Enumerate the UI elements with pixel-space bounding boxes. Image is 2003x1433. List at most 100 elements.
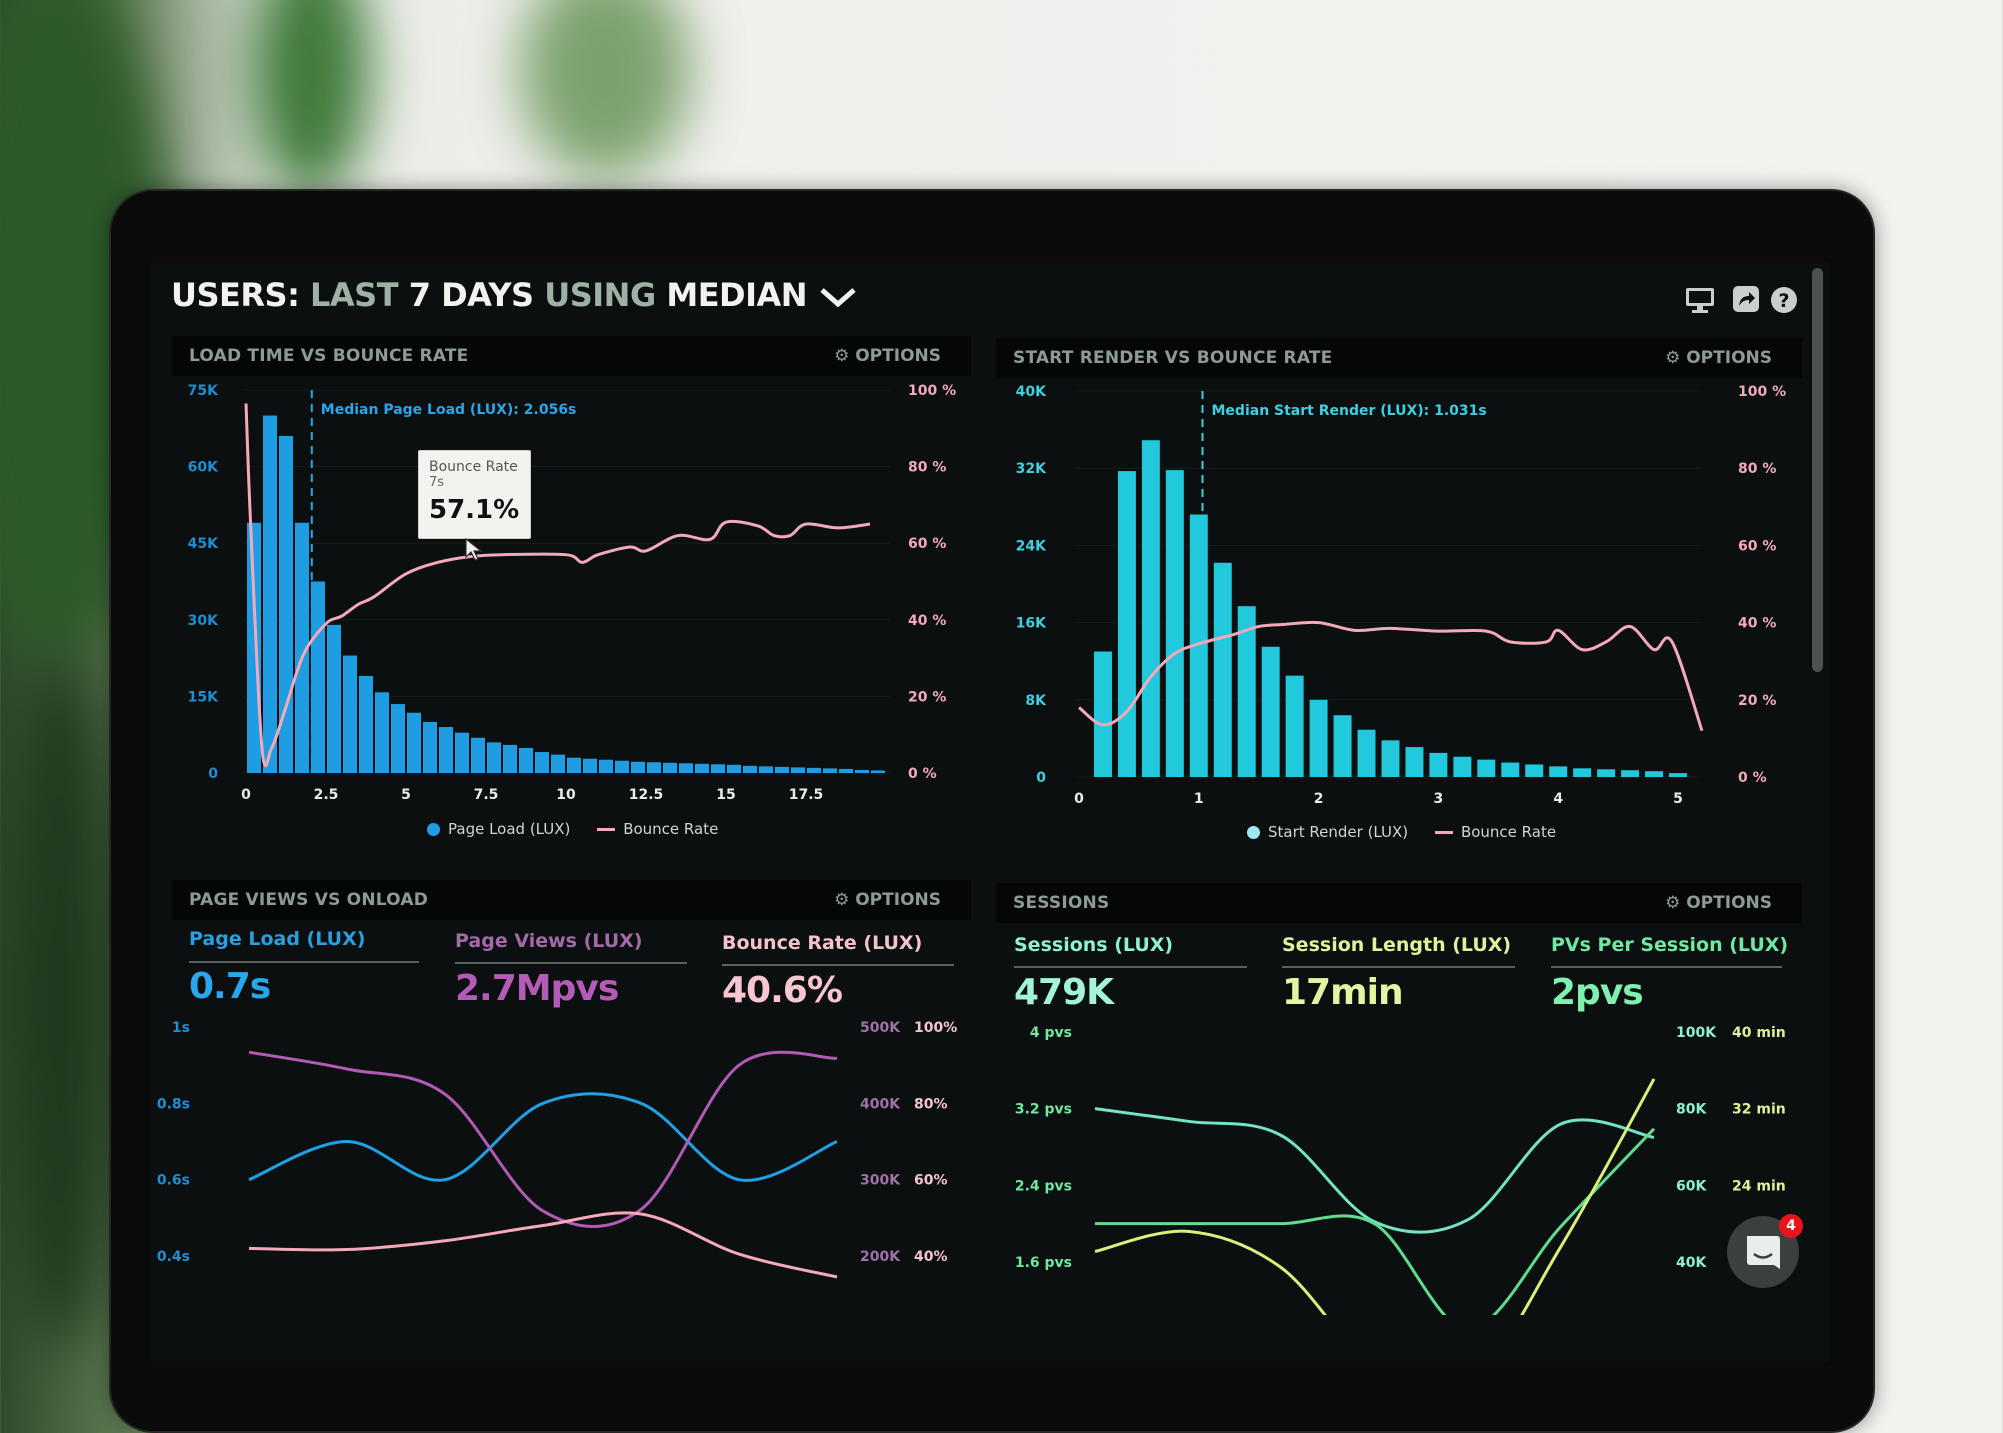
title-range[interactable]: 7 DAYS xyxy=(408,276,534,314)
histogram-bar xyxy=(695,763,709,773)
legend-label: Bounce Rate xyxy=(623,820,719,838)
histogram-bar xyxy=(1237,606,1256,777)
histogram-bar xyxy=(1117,471,1136,777)
options-button[interactable]: ⚙ OPTIONS xyxy=(834,346,941,366)
y-left-tick-label: 15K xyxy=(188,689,219,705)
x-tick-label: 5 xyxy=(1673,791,1683,807)
histogram-bar xyxy=(1669,773,1687,777)
legend-item-page-load[interactable]: Page Load (LUX) xyxy=(427,820,570,838)
panel-header-page-views: PAGE VIEWS VS ONLOAD ⚙ OPTIONS xyxy=(172,880,971,920)
histogram-bar xyxy=(1357,729,1376,777)
histogram-bar xyxy=(1573,768,1592,777)
y-left-tick-label: 0.4s xyxy=(157,1249,190,1265)
histogram-bar xyxy=(1261,646,1280,777)
legend-item-bounce-rate[interactable]: Bounce Rate xyxy=(575,820,718,838)
kpi-divider xyxy=(1014,966,1247,968)
y-right-tick-label: 300K xyxy=(860,1173,901,1189)
gear-icon: ⚙ xyxy=(1665,348,1687,368)
histogram-bar xyxy=(791,767,805,773)
series-line xyxy=(248,1050,838,1228)
histogram-bar xyxy=(711,764,725,773)
y-right-tick-label: 80 % xyxy=(1738,461,1776,477)
tooltip-title: Bounce Rate xyxy=(429,459,518,475)
histogram-bar xyxy=(567,757,581,773)
x-tick-label: 2.5 xyxy=(314,787,339,803)
x-tick-label: 17.5 xyxy=(789,787,824,803)
histogram-bar xyxy=(631,761,645,773)
legend-dot xyxy=(1247,826,1260,839)
kpi-divider xyxy=(722,964,954,966)
legend-label: Start Render (LUX) xyxy=(1268,823,1409,841)
y-left-tick-label: 16K xyxy=(1016,616,1047,632)
histogram-bar xyxy=(375,692,389,773)
scrollbar[interactable] xyxy=(1812,268,1823,672)
y-left-tick-label: 0.8s xyxy=(157,1096,190,1112)
panel-title: SESSIONS xyxy=(1013,893,1110,913)
y-right2-tick-label: 60% xyxy=(914,1173,948,1189)
histogram-bar xyxy=(1429,752,1448,777)
kpi-divider xyxy=(1282,966,1515,968)
y-right2-tick-label: 40 min xyxy=(1732,1025,1786,1041)
histogram-bar xyxy=(759,766,773,773)
y-right-tick-label: 400K xyxy=(860,1096,901,1112)
histogram-bar xyxy=(727,764,741,773)
histogram-bar xyxy=(679,763,693,773)
panel-header-sessions: SESSIONS ⚙ OPTIONS xyxy=(996,883,1802,923)
y-right2-tick-label: 40% xyxy=(914,1249,948,1265)
histogram-bar xyxy=(535,752,549,773)
bounce-rate-line xyxy=(1078,620,1704,732)
chevron-down-icon[interactable] xyxy=(818,285,858,309)
monitor-icon[interactable] xyxy=(1685,286,1715,314)
histogram-bar xyxy=(855,769,869,773)
histogram-bar xyxy=(327,624,341,773)
share-icon[interactable] xyxy=(1732,285,1760,313)
histogram-bar xyxy=(823,768,837,773)
y-right-tick-label: 0 % xyxy=(1738,770,1767,786)
options-button[interactable]: ⚙ OPTIONS xyxy=(834,890,941,910)
y-right2-tick-label: 24 min xyxy=(1732,1178,1786,1194)
y-left-tick-label: 75K xyxy=(188,383,219,399)
histogram-bar xyxy=(1501,762,1520,777)
x-tick-label: 0 xyxy=(241,787,251,803)
histogram-bar xyxy=(471,737,485,773)
y-left-tick-label: 45K xyxy=(188,536,219,552)
y-left-tick-label: 0 xyxy=(1036,770,1046,786)
legend-item-bounce-rate[interactable]: Bounce Rate xyxy=(1413,823,1556,841)
x-tick-label: 10 xyxy=(556,787,576,803)
series-line xyxy=(1094,1107,1655,1234)
kpi-label-pvs-per-session: PVs Per Session (LUX) xyxy=(1551,934,1789,956)
legend-item-start-render[interactable]: Start Render (LUX) xyxy=(1247,823,1408,841)
y-left-tick-label: 2.4 pvs xyxy=(1015,1178,1072,1194)
kpi-value-page-views: 2.7Mpvs xyxy=(455,968,619,1009)
panel-header-load-time: LOAD TIME VS BOUNCE RATE ⚙ OPTIONS xyxy=(172,336,971,376)
x-tick-label: 7.5 xyxy=(474,787,499,803)
histogram-bar xyxy=(807,767,821,773)
page-title[interactable]: USERS: LAST 7 DAYS USING MEDIAN xyxy=(171,276,858,314)
x-tick-label: 1 xyxy=(1194,791,1204,807)
y-left-tick-label: 1s xyxy=(172,1020,190,1036)
series-line xyxy=(1094,1078,1656,1315)
histogram-bar xyxy=(775,766,789,773)
histogram-bar xyxy=(439,727,453,773)
x-tick-label: 12.5 xyxy=(629,787,664,803)
panel-header-start-render: START RENDER VS BOUNCE RATE ⚙ OPTIONS xyxy=(996,338,1802,378)
histogram-bar xyxy=(839,768,853,773)
histogram-bar xyxy=(1381,740,1400,777)
histogram-bar xyxy=(1621,770,1640,777)
y-left-tick-label: 8K xyxy=(1025,693,1047,709)
y-right2-tick-label: 80% xyxy=(914,1096,948,1112)
options-button[interactable]: ⚙ OPTIONS xyxy=(1665,893,1772,913)
kpi-label-sessions: Sessions (LUX) xyxy=(1014,934,1174,956)
y-right-tick-label: 40K xyxy=(1676,1255,1707,1271)
options-button[interactable]: ⚙ OPTIONS xyxy=(1665,348,1772,368)
legend-load-time: Page Load (LUX) Bounce Rate xyxy=(427,820,718,838)
series-line xyxy=(248,1211,838,1279)
panel-title: LOAD TIME VS BOUNCE RATE xyxy=(189,346,469,366)
title-aggregate[interactable]: MEDIAN xyxy=(666,276,808,314)
y-right-tick-label: 100 % xyxy=(908,383,956,399)
panel-title: PAGE VIEWS VS ONLOAD xyxy=(189,890,429,910)
series-line xyxy=(1095,1127,1656,1315)
gear-icon: ⚙ xyxy=(834,346,856,366)
y-right-tick-label: 40 % xyxy=(908,613,946,629)
help-icon[interactable]: ? xyxy=(1770,286,1798,314)
